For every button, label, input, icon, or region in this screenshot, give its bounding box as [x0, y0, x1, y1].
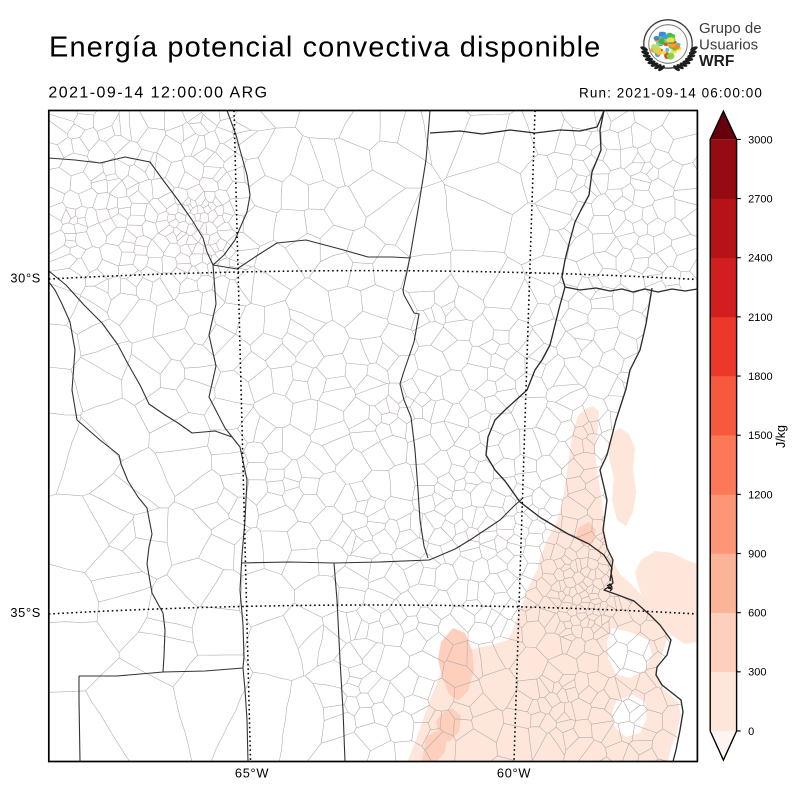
svg-text:2700: 2700: [748, 193, 772, 205]
svg-text:3000: 3000: [748, 134, 772, 146]
svg-text:2400: 2400: [748, 253, 772, 265]
svg-text:35°S: 35°S: [10, 605, 41, 620]
svg-text:30°S: 30°S: [10, 271, 41, 286]
svg-text:60°W: 60°W: [497, 766, 531, 781]
svg-text:1200: 1200: [748, 489, 772, 501]
svg-text:Run: 2021-09-14 06:00:00: Run: 2021-09-14 06:00:00: [579, 85, 763, 100]
svg-text:1800: 1800: [748, 371, 772, 383]
svg-text:65°W: 65°W: [235, 766, 269, 781]
svg-text:Usuarios: Usuarios: [699, 37, 758, 54]
svg-text:0: 0: [748, 726, 754, 738]
svg-text:WRF: WRF: [699, 53, 734, 70]
svg-text:1500: 1500: [748, 430, 772, 442]
svg-text:Energía potencial convectiva d: Energía potencial convectiva disponible: [49, 32, 601, 64]
svg-text:300: 300: [748, 667, 766, 679]
svg-text:2021-09-14 12:00:00 ARG: 2021-09-14 12:00:00 ARG: [48, 84, 268, 101]
svg-text:Grupo de: Grupo de: [699, 20, 762, 37]
svg-text:J/kg: J/kg: [774, 425, 788, 448]
svg-text:2100: 2100: [748, 312, 772, 324]
svg-text:600: 600: [748, 608, 766, 620]
svg-text:900: 900: [748, 548, 766, 560]
